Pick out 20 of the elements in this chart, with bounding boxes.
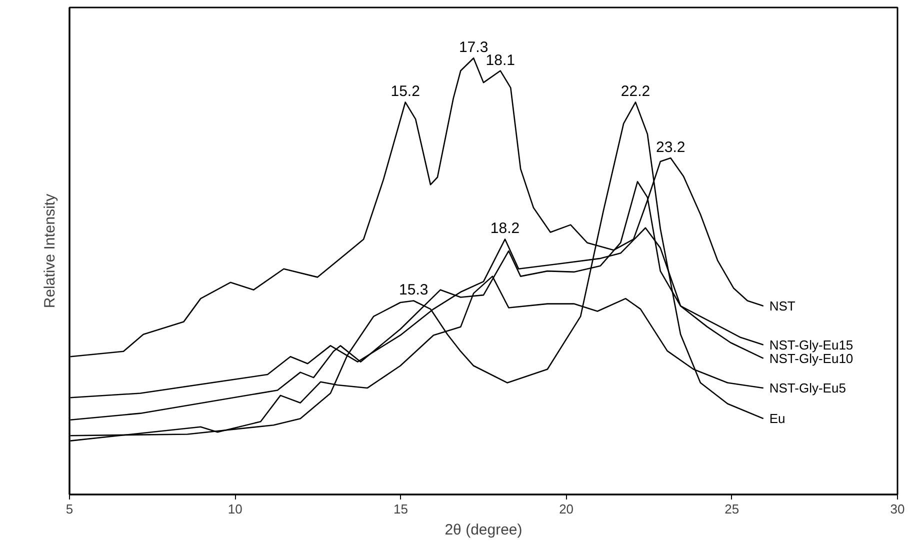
series-label: NST-Gly-Eu15 <box>769 337 854 352</box>
annotation: 15.3 <box>399 282 428 299</box>
x-tick-label: 5 <box>66 502 74 516</box>
series-label: NST-Gly-Eu5 <box>769 380 846 396</box>
annotation: 23.2 <box>656 139 686 156</box>
annotation: 15.2 <box>390 83 420 100</box>
series-label: NST-Gly-Eu10 <box>769 350 854 366</box>
series-label: NST <box>769 298 796 314</box>
x-tick-label: 25 <box>724 502 740 516</box>
annotation: 18.1 <box>486 52 515 69</box>
x-tick-label: 15 <box>393 502 408 516</box>
series-label: Eu <box>769 411 786 426</box>
x-tick-label: 20 <box>559 502 574 516</box>
x-tick-label: 10 <box>228 502 242 516</box>
y-axis-title: Relative Intensity <box>42 193 58 308</box>
x-tick-label: 30 <box>890 502 905 516</box>
annotation: 17.3 <box>458 39 488 56</box>
annotation: 18.2 <box>490 220 520 238</box>
annotation: 22.2 <box>620 83 650 100</box>
x-axis-title: 2θ (degree) <box>444 522 522 538</box>
